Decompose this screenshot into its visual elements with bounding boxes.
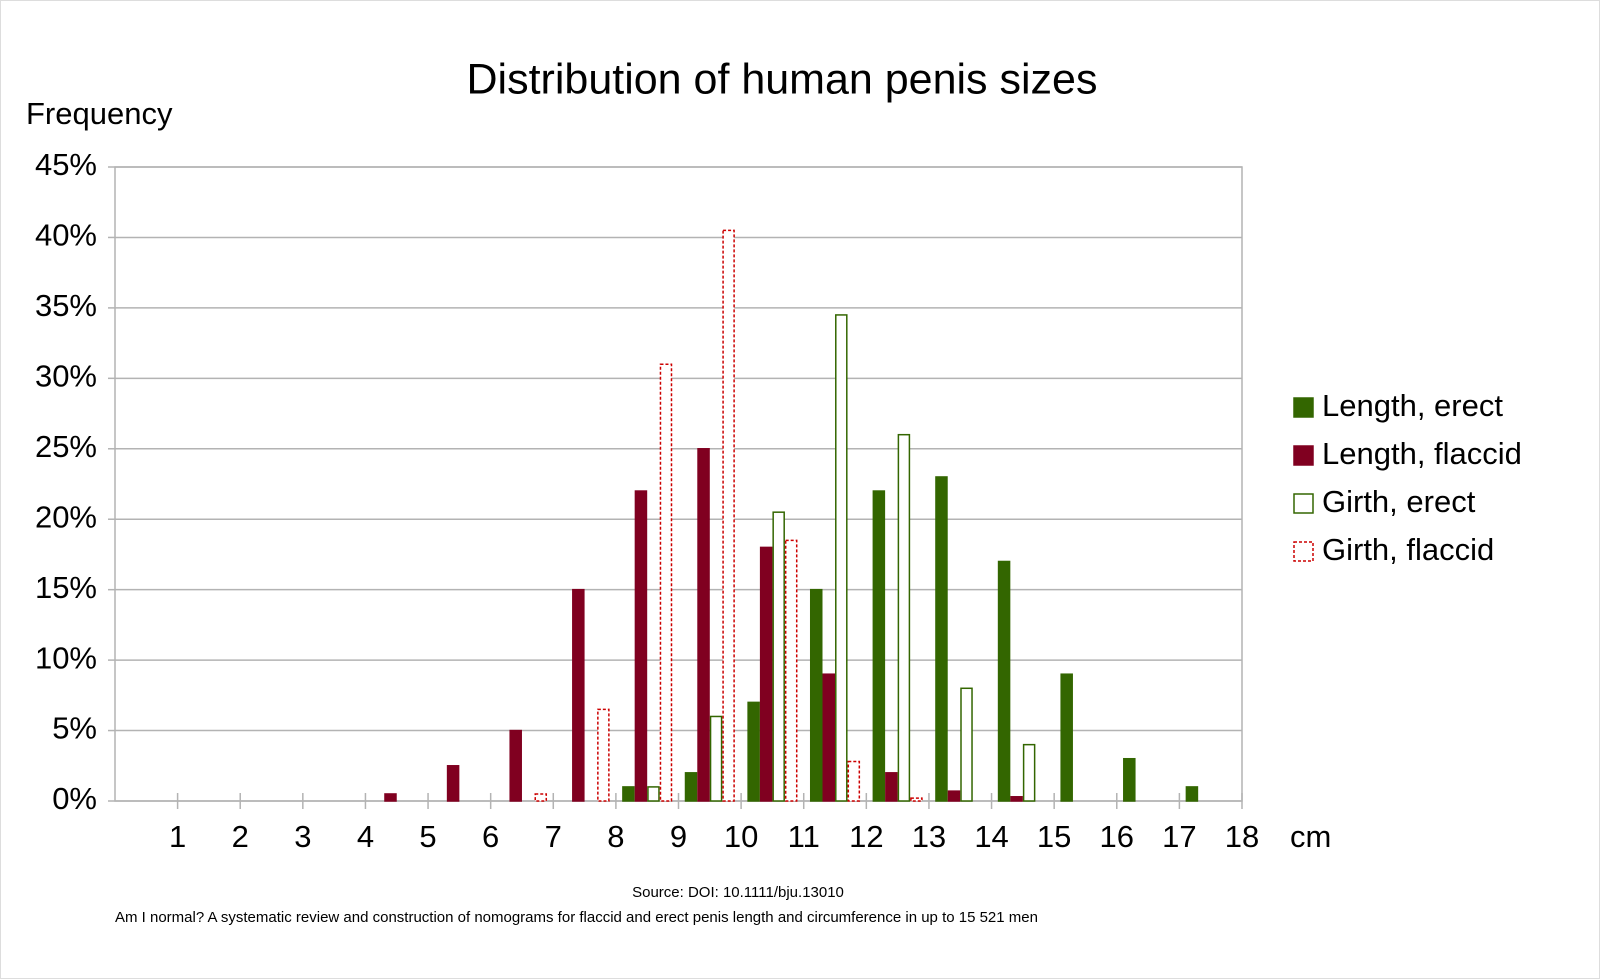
y-tick-label: 10% (35, 640, 97, 675)
legend-swatch (1293, 397, 1314, 418)
y-tick-label: 35% (35, 288, 97, 323)
bar (885, 772, 898, 802)
x-tick-label: 13 (912, 819, 946, 854)
y-tick-label: 0% (52, 781, 97, 816)
source: Source: DOI: 10.1111/bju.13010 (632, 884, 844, 901)
bar (384, 793, 397, 802)
x-tick-label: 16 (1100, 819, 1134, 854)
x-tick-label: 12 (849, 819, 883, 854)
legend-label: Girth, flaccid (1322, 532, 1494, 567)
note: Am I normal? A systematic review and con… (115, 909, 1038, 926)
legend-label: Length, flaccid (1322, 436, 1522, 471)
bar (659, 363, 673, 802)
bar (997, 560, 1011, 802)
x-tick-label: 2 (232, 819, 249, 854)
bar (1022, 743, 1036, 802)
bar (634, 490, 648, 802)
bar (572, 588, 585, 802)
x-tick-label: 5 (419, 819, 436, 854)
bar (835, 314, 848, 802)
bar (872, 490, 886, 802)
bar (947, 790, 961, 802)
bar (747, 701, 760, 802)
bar (1185, 786, 1199, 802)
bar (722, 229, 735, 802)
x-tick-label: 1 (169, 819, 186, 854)
x-tick-label: 8 (607, 819, 624, 854)
x-tick-label: 11 (788, 819, 820, 854)
bar (910, 797, 923, 802)
bar (759, 546, 773, 802)
bar (684, 772, 698, 802)
x-tick-label: 4 (357, 819, 374, 854)
bar (822, 673, 836, 802)
legend-label: Length, erect (1322, 388, 1503, 423)
bar (772, 511, 785, 802)
x-tick-label: 14 (974, 819, 1008, 854)
bar (709, 715, 723, 802)
bar (1010, 796, 1023, 802)
y-tick-label: 20% (35, 499, 97, 534)
y-tick-label: 45% (35, 147, 97, 182)
y-tick-label: 30% (35, 359, 97, 394)
y-tick-label: 40% (35, 218, 97, 253)
x-tick-label: 9 (670, 819, 687, 854)
x-axis-label: cm (1290, 819, 1331, 854)
x-tick-label: 3 (294, 819, 311, 854)
x-tick-label: 17 (1162, 819, 1196, 854)
legend-swatch (1293, 541, 1314, 562)
legend-swatch (1293, 493, 1314, 514)
x-tick-label: 15 (1037, 819, 1071, 854)
bar (697, 448, 710, 802)
bar (809, 588, 823, 802)
bar (622, 786, 635, 802)
bar (597, 708, 610, 802)
legend-label: Girth, erect (1322, 484, 1476, 519)
bar (509, 729, 522, 802)
bar (1060, 673, 1073, 802)
x-tick-label: 6 (482, 819, 499, 854)
bar (784, 539, 798, 802)
x-tick-label: 18 (1225, 819, 1259, 854)
x-tick-label: 10 (724, 819, 758, 854)
bar (960, 687, 973, 802)
x-tick-label: 7 (545, 819, 562, 854)
y-tick-label: 25% (35, 429, 97, 464)
chart-title: Distribution of human penis sizes (467, 55, 1098, 103)
legend-swatch (1293, 445, 1314, 466)
y-tick-label: 5% (52, 711, 97, 746)
bar (647, 786, 660, 802)
bar (446, 765, 460, 802)
y-axis-label: Frequency (26, 96, 173, 131)
y-tick-label: 15% (35, 570, 97, 605)
bar (534, 793, 548, 802)
bar (847, 760, 861, 802)
bar (935, 476, 948, 802)
bar (1123, 757, 1136, 802)
bar (897, 433, 911, 802)
